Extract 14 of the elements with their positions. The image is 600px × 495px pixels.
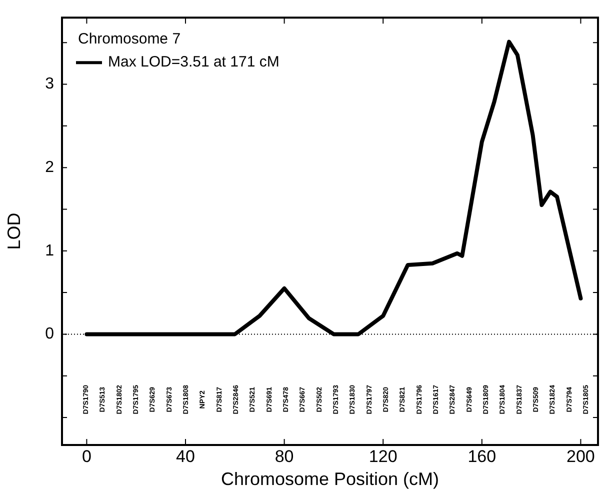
x-tick-label: 40 <box>176 446 195 466</box>
y-axis-title: LOD <box>4 212 24 250</box>
x-axis-title: Chromosome Position (cM) <box>220 469 440 490</box>
y-tick-label: 2 <box>45 158 54 176</box>
y-tick-label: 1 <box>45 242 54 260</box>
x-tick-label: 120 <box>368 446 398 466</box>
x-tick-label: 160 <box>468 446 496 466</box>
x-tick-label: 80 <box>274 446 294 466</box>
legend-label: Max LOD=3.51 at 171 cM <box>108 54 280 71</box>
y-tick-label: 3 <box>45 76 54 93</box>
y-tick-label: 0 <box>45 326 54 343</box>
legend-title: Chromosome 7 <box>78 30 181 48</box>
x-tick-label: 200 <box>566 446 595 466</box>
x-tick-label: 0 <box>82 446 92 466</box>
